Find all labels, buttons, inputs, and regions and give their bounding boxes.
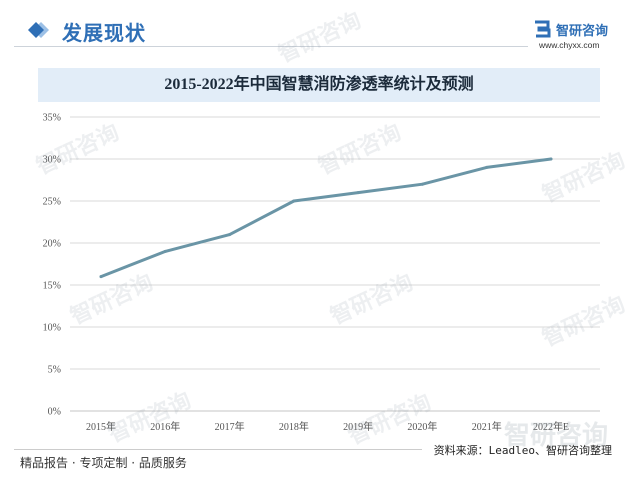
chart-title-banner: 2015-2022年中国智慧消防渗透率统计及预测 <box>38 68 600 102</box>
header-divider <box>14 46 528 47</box>
y-tick-label: 10% <box>43 323 61 334</box>
chart-title: 2015-2022年中国智慧消防渗透率统计及预测 <box>164 76 474 93</box>
x-tick-label: 2016年 <box>150 420 180 433</box>
data-point <box>99 275 103 279</box>
footer-divider <box>14 449 422 450</box>
x-tick-label: 2018年 <box>279 420 309 433</box>
data-point <box>549 157 553 161</box>
zhiyan-logo-icon <box>535 20 551 38</box>
brand-url: www.chyxx.com <box>539 40 600 50</box>
data-point <box>420 182 424 186</box>
x-tick-label: 2022年E <box>533 420 569 433</box>
y-tick-label: 20% <box>43 239 61 250</box>
data-point <box>163 249 167 253</box>
x-tick-label: 2019年 <box>343 420 373 433</box>
brand-name: 智研咨询 <box>556 24 609 39</box>
data-point <box>356 191 360 195</box>
y-tick-label: 35% <box>43 113 61 124</box>
y-tick-label: 30% <box>43 155 61 166</box>
x-tick-label: 2021年 <box>472 420 502 433</box>
data-point <box>228 233 232 237</box>
penetration-rate-series <box>99 157 553 279</box>
data-point <box>485 165 489 169</box>
x-tick-label: 2020年 <box>407 420 437 433</box>
x-axis-labels: 2015年 2016年 2017年 2018年 2019年 2020年 2021年 2022年… <box>86 420 569 433</box>
x-tick-label: 2015年 <box>86 420 116 433</box>
footer-slogan: 精品报告 · 专项定制 · 品质服务 <box>20 456 187 470</box>
diamond-icon <box>28 22 49 38</box>
y-tick-label: 25% <box>43 197 61 208</box>
data-source: 资料来源：Leadleo、智研咨询整理 <box>433 444 612 457</box>
y-tick-label: 15% <box>43 281 61 292</box>
y-axis-labels: 0% 5% 10% 15% 20% 25% 30% 35% <box>43 113 61 418</box>
section-title: 发展现状 <box>62 21 146 45</box>
gridlines <box>70 116 600 412</box>
x-tick-label: 2017年 <box>215 420 245 433</box>
data-point <box>292 199 296 203</box>
y-tick-label: 5% <box>48 365 61 376</box>
y-tick-label: 0% <box>48 407 61 418</box>
series-line <box>99 157 553 279</box>
